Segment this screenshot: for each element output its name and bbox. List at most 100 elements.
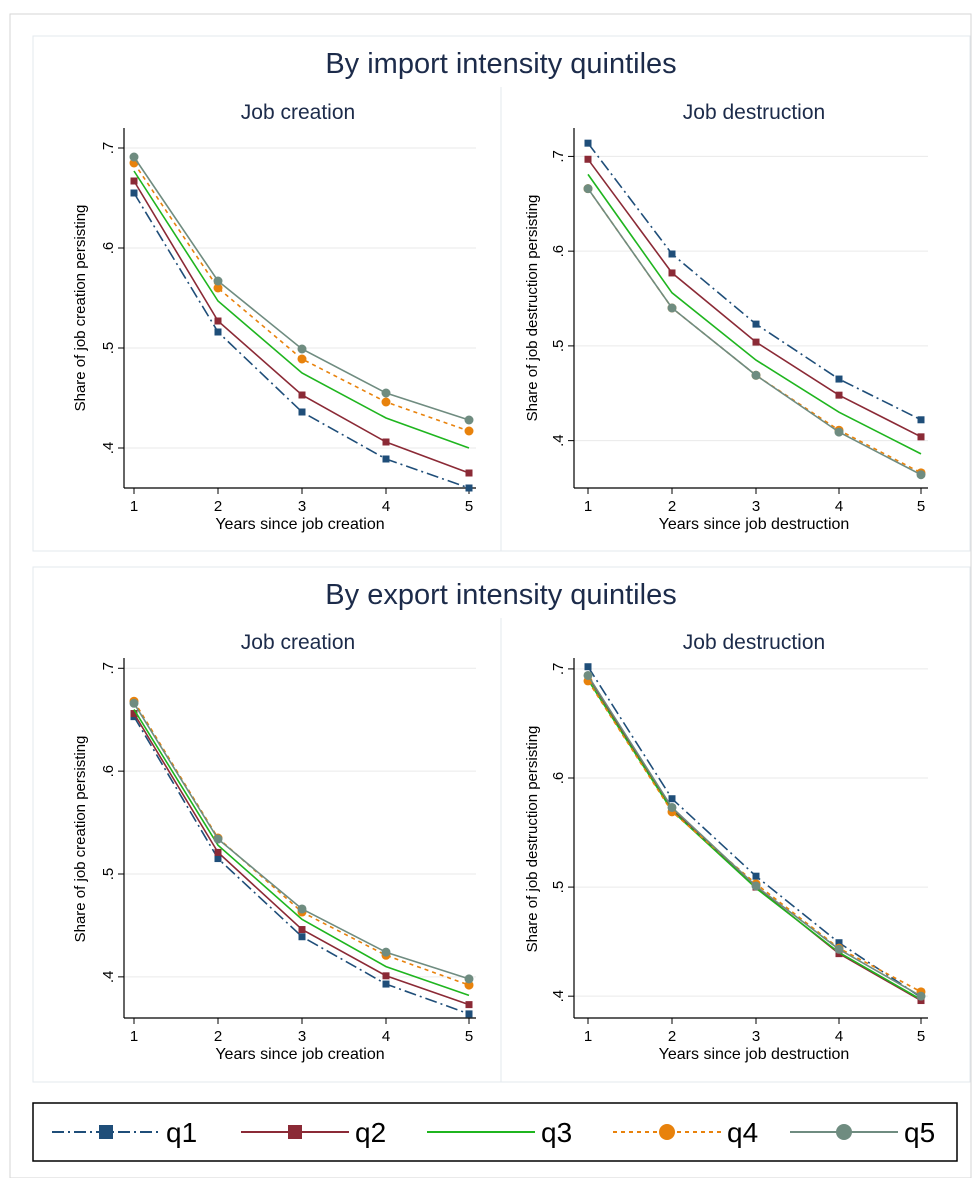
data-point-q2: [214, 848, 222, 856]
plot-export-job-creation: .4 .5 .6 .7 1 2 3 4 5: [100, 658, 476, 1045]
series-line-q1: [133, 192, 470, 489]
x-tick-label: 3: [298, 498, 306, 515]
legend-marker-q4: [659, 1124, 675, 1140]
panel-title: Job creation: [241, 101, 355, 124]
x-tick-label: 4: [835, 498, 843, 515]
data-point-q2: [130, 177, 138, 185]
legend-marker-q5: [836, 1124, 852, 1140]
y-tick-label: .5: [100, 342, 117, 355]
x-tick-label: 2: [668, 498, 676, 515]
y-axis-label: Share of job creation persisting: [72, 736, 89, 943]
panel-title: Job destruction: [683, 631, 825, 654]
data-point-q1: [917, 416, 925, 424]
data-point-q5: [381, 947, 391, 957]
legend-label-q3: q3: [541, 1117, 572, 1148]
data-point-q5: [129, 698, 139, 708]
y-tick-label: .5: [550, 340, 567, 353]
series-line-q3: [133, 708, 470, 997]
data-point-q2: [130, 710, 138, 718]
y-axis-label: Share of job creation persisting: [72, 205, 89, 412]
data-point-q5: [751, 370, 761, 380]
panel-title: Job destruction: [683, 101, 825, 124]
data-point-q5: [916, 991, 926, 1001]
import-section-title: By import intensity quintiles: [325, 48, 676, 80]
data-point-q4: [464, 980, 474, 990]
x-tick-label: 4: [382, 498, 390, 515]
data-point-q2: [668, 269, 676, 277]
data-point-q5: [464, 415, 474, 425]
data-point-q4: [213, 283, 223, 293]
data-point-q2: [298, 391, 306, 399]
series-line-q3: [133, 170, 470, 449]
data-point-q4: [464, 426, 474, 436]
x-tick-label: 3: [752, 498, 760, 515]
data-point-q1: [668, 250, 676, 258]
x-tick-label: 1: [130, 1028, 138, 1045]
data-point-q5: [667, 303, 677, 313]
data-point-q5: [751, 881, 761, 891]
x-tick-label: 3: [298, 1028, 306, 1045]
legend-marker-q2: [288, 1125, 302, 1139]
data-point-q1: [835, 375, 843, 383]
x-axis-label: Years since job destruction: [659, 516, 850, 533]
x-tick-label: 2: [668, 1028, 676, 1045]
y-tick-label: .4: [100, 442, 117, 455]
x-tick-label: 5: [465, 1028, 473, 1045]
data-point-q1: [130, 189, 138, 197]
y-tick-label: .4: [550, 434, 567, 447]
y-tick-label: .7: [100, 662, 117, 675]
data-point-q1: [752, 320, 760, 328]
data-point-q2: [584, 155, 592, 163]
y-tick-label: .7: [100, 142, 117, 155]
series-line-q3: [587, 173, 922, 455]
y-tick-label: .4: [550, 990, 567, 1003]
series-line-q4: [133, 162, 470, 432]
x-tick-label: 4: [382, 1028, 390, 1045]
data-point-q1: [298, 933, 306, 941]
x-tick-label: 4: [835, 1028, 843, 1045]
data-point-q1: [465, 1010, 473, 1018]
data-point-q5: [297, 904, 307, 914]
data-point-q5: [916, 470, 926, 480]
data-point-q1: [584, 139, 592, 147]
x-axis-label: Years since job destruction: [659, 1046, 850, 1063]
legend: q1 q2 q3 q4 q5: [52, 1117, 935, 1148]
data-point-q5: [213, 276, 223, 286]
y-tick-label: .6: [100, 765, 117, 778]
x-tick-label: 3: [752, 1028, 760, 1045]
data-point-q4: [297, 354, 307, 364]
legend-label-q5: q5: [904, 1117, 935, 1148]
data-point-q2: [382, 438, 390, 446]
series-line-q1: [133, 716, 470, 1015]
data-point-q5: [297, 344, 307, 354]
data-point-q1: [668, 795, 676, 803]
y-tick-label: .7: [550, 663, 567, 676]
data-point-q2: [214, 317, 222, 325]
data-point-q1: [752, 872, 760, 880]
x-tick-label: 1: [584, 498, 592, 515]
data-point-q2: [465, 469, 473, 477]
y-axis-label: Share of job destruction persisting: [524, 726, 541, 953]
y-tick-label: .5: [100, 868, 117, 881]
x-tick-label: 5: [917, 1028, 925, 1045]
x-tick-label: 1: [584, 1028, 592, 1045]
legend-label-q2: q2: [355, 1117, 386, 1148]
data-point-q5: [667, 802, 677, 812]
data-point-q1: [584, 663, 592, 671]
data-point-q1: [214, 328, 222, 336]
data-point-q2: [382, 972, 390, 980]
data-point-q4: [381, 397, 391, 407]
data-point-q1: [465, 484, 473, 492]
data-point-q5: [834, 427, 844, 437]
x-tick-label: 5: [917, 498, 925, 515]
y-tick-label: .6: [100, 242, 117, 255]
data-point-q1: [298, 408, 306, 416]
data-point-q1: [214, 855, 222, 863]
data-point-q2: [298, 926, 306, 934]
data-point-q5: [834, 944, 844, 954]
data-point-q5: [381, 388, 391, 398]
data-point-q5: [583, 184, 593, 194]
data-point-q5: [464, 974, 474, 984]
data-point-q5: [213, 834, 223, 844]
